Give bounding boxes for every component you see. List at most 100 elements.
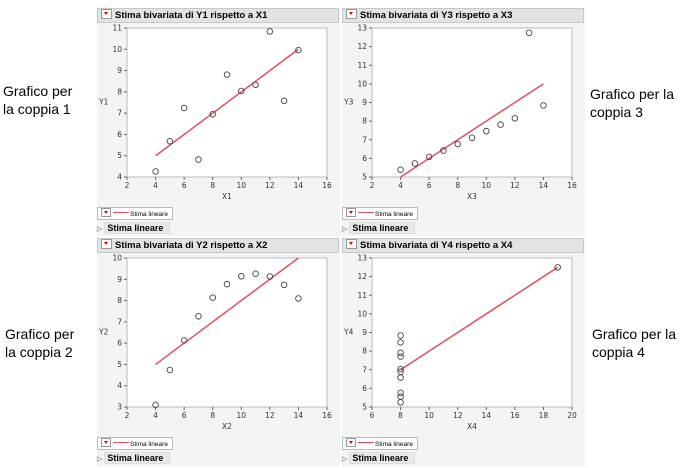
red-triangle-menu-icon[interactable] [101,438,111,447]
data-point [209,294,216,301]
fit-section-toggle[interactable]: ▷ Stima lineare [97,222,171,234]
side-label-4: Grafico per la coppia 4 [592,325,676,361]
fit-section-toggle[interactable]: ▷ Stima lineare [342,222,416,234]
red-triangle-menu-icon[interactable] [101,208,111,217]
data-point [180,104,188,112]
y-tick-label: 8 [117,87,122,96]
side-label-line: Grafico per la [590,86,675,102]
x-axis-label: X1 [222,192,232,201]
legend-line-swatch [358,211,374,213]
y-tick-label: 5 [362,173,367,182]
x-tick-label: 6 [427,181,432,190]
y-tick-label: 5 [117,151,122,160]
legend: Stima lineare [342,207,418,220]
side-label-line: coppia 4 [592,344,645,360]
x-tick-label: 12 [265,181,275,190]
side-label-line: la coppia 2 [5,344,73,360]
y-tick-label: 12 [357,272,367,281]
data-point [397,368,404,376]
chart-title: Stima bivariata di Y3 rispetto a X3 [360,10,513,21]
panel-header[interactable]: Stima bivariata di Y2 rispetto a X2 [97,238,339,253]
bivariate-panel-1: Stima bivariata di Y1 rispetto a X1 Stim… [97,8,340,236]
y-tick-label: 6 [362,384,367,393]
red-triangle-menu-icon[interactable] [346,438,356,447]
data-point [252,81,259,89]
x-tick-label: 10 [237,181,247,190]
disclosure-triangle-icon[interactable]: ▷ [97,456,103,463]
x-tick-label: 16 [322,181,332,190]
y-tick-label: 13 [357,24,367,33]
side-label-line: Grafico per [5,326,75,342]
data-point [511,115,519,122]
side-label-line: coppia 3 [590,104,643,120]
data-point [266,28,274,35]
scatter-plot: 2 4 6 8 10 12 14 16 5 6 7 8 9 10 11 12 13 X3 Y3 [343,24,577,202]
y-tick-label: 13 [357,254,367,263]
data-point [397,389,404,397]
y-axis-label: Y1 [98,98,109,107]
scatter-plot: 2 4 6 8 10 12 14 16 3 4 5 6 7 8 9 10 X2 Y2 [98,254,332,432]
data-point [554,264,561,271]
x-tick-label: 16 [567,181,577,190]
data-point [454,140,461,148]
data-point [166,137,174,145]
data-point [468,134,476,141]
data-point [425,153,433,161]
plot-area [371,257,573,408]
chart-title: Stima bivariata di Y1 rispetto a X1 [115,10,268,21]
red-triangle-menu-icon[interactable] [101,9,112,19]
side-label-line: Grafico per [3,83,73,99]
fit-section-label: Stima lineare [104,452,171,464]
legend: Stima lineare [97,437,173,450]
y-tick-label: 10 [357,79,367,88]
fit-line [155,48,299,157]
data-point [497,121,504,128]
red-triangle-menu-icon[interactable] [346,9,357,19]
data-point [238,87,245,95]
disclosure-triangle-icon[interactable]: ▷ [342,226,348,233]
red-triangle-menu-icon[interactable] [346,208,356,217]
data-point [223,280,231,288]
y-tick-label: 9 [362,98,367,107]
y-tick-label: 10 [357,309,367,318]
bivariate-panel-2: Stima bivariata di Y3 rispetto a X3 Stim… [342,8,585,236]
data-point [411,160,419,167]
y-tick-label: 8 [362,347,367,356]
x-tick-label: 6 [370,411,375,420]
y-axis-label: Y4 [343,328,354,337]
y-tick-label: 5 [117,360,122,369]
legend-label: Stima lineare [130,211,168,218]
disclosure-triangle-icon[interactable]: ▷ [97,226,103,233]
x-tick-label: 14 [294,181,304,190]
data-point [525,29,533,37]
panel-header[interactable]: Stima bivariata di Y1 rispetto a X1 [97,8,339,23]
data-point [483,127,490,135]
y-tick-label: 10 [112,45,122,54]
x-tick-label: 12 [510,181,520,190]
panel-header[interactable]: Stima bivariata di Y4 rispetto a X4 [342,238,584,253]
data-point [397,332,404,339]
side-label-line: Grafico per la [592,326,677,342]
x-tick-label: 2 [125,411,130,420]
panel-header[interactable]: Stima bivariata di Y3 rispetto a X3 [342,8,584,23]
x-tick-label: 10 [237,411,247,420]
fit-section-label: Stima lineare [349,222,416,234]
x-tick-label: 8 [210,411,215,420]
disclosure-triangle-icon[interactable]: ▷ [342,456,348,463]
red-triangle-menu-icon[interactable] [346,239,357,249]
y-tick-label: 7 [117,317,122,326]
x-tick-label: 14 [482,411,492,420]
x-tick-label: 4 [153,181,158,190]
fit-section-toggle[interactable]: ▷ Stima lineare [342,452,416,464]
fit-line [400,83,544,178]
data-point [223,71,231,78]
chart-title: Stima bivariata di Y2 rispetto a X2 [115,240,268,251]
data-point [397,365,404,373]
x-tick-label: 6 [182,181,187,190]
data-point [540,102,547,109]
fit-section-toggle[interactable]: ▷ Stima lineare [97,452,171,464]
y-tick-label: 11 [357,291,367,300]
red-triangle-menu-icon[interactable] [101,239,112,249]
